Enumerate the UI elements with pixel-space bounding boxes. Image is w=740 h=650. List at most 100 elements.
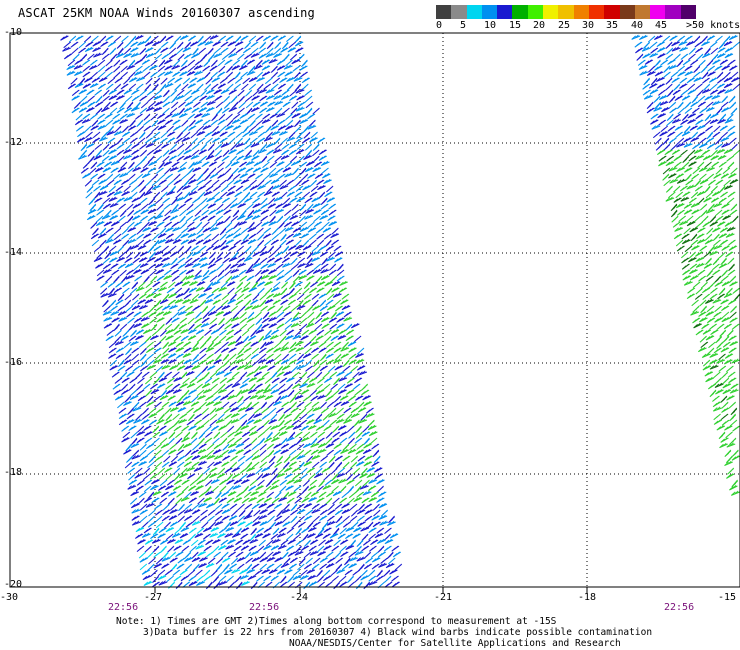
wind-barb (225, 113, 233, 121)
wind-barb (139, 449, 147, 457)
wind-barb (191, 293, 200, 301)
wind-barb (139, 509, 148, 515)
wind-barb (149, 317, 158, 324)
wind-barb (158, 580, 168, 586)
wind-barb (243, 347, 252, 354)
wind-barb (280, 539, 289, 546)
wind-barb (148, 311, 157, 318)
wind-barb (297, 521, 306, 528)
wind-barb (260, 143, 268, 151)
wind-barb (131, 281, 139, 290)
wind-barb (100, 41, 109, 48)
wind-barb (129, 497, 138, 505)
wind-barb (192, 563, 200, 571)
wind-barb (226, 473, 233, 482)
wind-barb (71, 89, 80, 96)
wind-barb (125, 347, 132, 356)
wind-barb (667, 59, 676, 65)
wind-barb (196, 227, 204, 235)
wind-barb (374, 532, 384, 539)
wind-barb (247, 238, 257, 245)
wind-barb (259, 101, 269, 107)
wind-barb (299, 574, 309, 580)
wind-barb (323, 377, 333, 384)
wind-barb (662, 173, 670, 181)
wind-barb (188, 287, 198, 293)
wind-barb (313, 215, 321, 223)
wind-barb (704, 371, 714, 377)
wind-barb (130, 442, 140, 449)
wind-barb (169, 406, 179, 412)
wind-barb (292, 383, 301, 390)
wind-barb (105, 275, 113, 283)
wind-barb (256, 497, 265, 504)
wind-barb (685, 173, 692, 182)
wind-barb (644, 59, 654, 65)
wind-barb (218, 35, 227, 42)
wind-barb (126, 251, 134, 259)
wind-barb (726, 395, 735, 401)
wind-barb (143, 275, 150, 284)
wind-barb (136, 125, 144, 133)
wind-barb (163, 59, 173, 65)
wind-barb (189, 77, 198, 84)
wind-barb (102, 263, 112, 270)
wind-barb (312, 305, 321, 311)
wind-barb (250, 142, 260, 148)
wind-barb (157, 124, 167, 131)
wind-barb (639, 70, 649, 76)
wind-barb (340, 448, 349, 454)
wind-barb (281, 281, 289, 289)
wind-barb (113, 71, 121, 79)
wind-barb (261, 407, 269, 414)
wind-barb (323, 527, 332, 533)
wind-barb (181, 479, 190, 486)
wind-barb (685, 179, 694, 186)
wind-barb (156, 203, 164, 211)
wind-barb (94, 197, 103, 203)
wind-barb (705, 137, 715, 144)
wind-barb (220, 437, 228, 445)
wind-barb (184, 101, 194, 107)
wind-barb (94, 143, 103, 150)
wind-barb (276, 275, 285, 281)
wind-barb (317, 448, 327, 454)
wind-barb (177, 257, 186, 264)
wind-barb (284, 419, 293, 426)
wind-barb (695, 221, 704, 229)
wind-barb (171, 317, 180, 323)
wind-barb (145, 347, 155, 354)
wind-barb (194, 113, 203, 119)
wind-barb (194, 59, 203, 66)
wind-barb (731, 449, 739, 457)
wind-barb (290, 515, 298, 523)
wind-barb (119, 209, 127, 217)
wind-barb (342, 515, 350, 523)
wind-barb (242, 335, 249, 344)
wind-barb (276, 455, 284, 464)
wind-barb (326, 185, 334, 193)
wind-barb (311, 250, 321, 256)
wind-barb (156, 221, 165, 228)
wind-barb (692, 305, 700, 313)
wind-barb (307, 532, 316, 539)
wind-barb (285, 334, 294, 341)
wind-barb (246, 59, 256, 65)
wind-barb (133, 311, 142, 318)
wind-barb (309, 191, 318, 198)
wind-barb (270, 436, 280, 443)
wind-barb (198, 149, 207, 155)
wind-barb (227, 394, 236, 400)
wind-barb (135, 83, 144, 90)
wind-barb (82, 173, 91, 179)
wind-barb (230, 215, 239, 223)
wind-barb (210, 383, 219, 391)
wind-barb (227, 581, 236, 589)
wind-barb (140, 215, 149, 222)
wind-barb (259, 461, 268, 469)
wind-barb (265, 358, 275, 365)
wind-barb (132, 365, 141, 372)
wind-barb (217, 71, 226, 78)
wind-barb (230, 274, 240, 280)
wind-barb (126, 371, 135, 378)
